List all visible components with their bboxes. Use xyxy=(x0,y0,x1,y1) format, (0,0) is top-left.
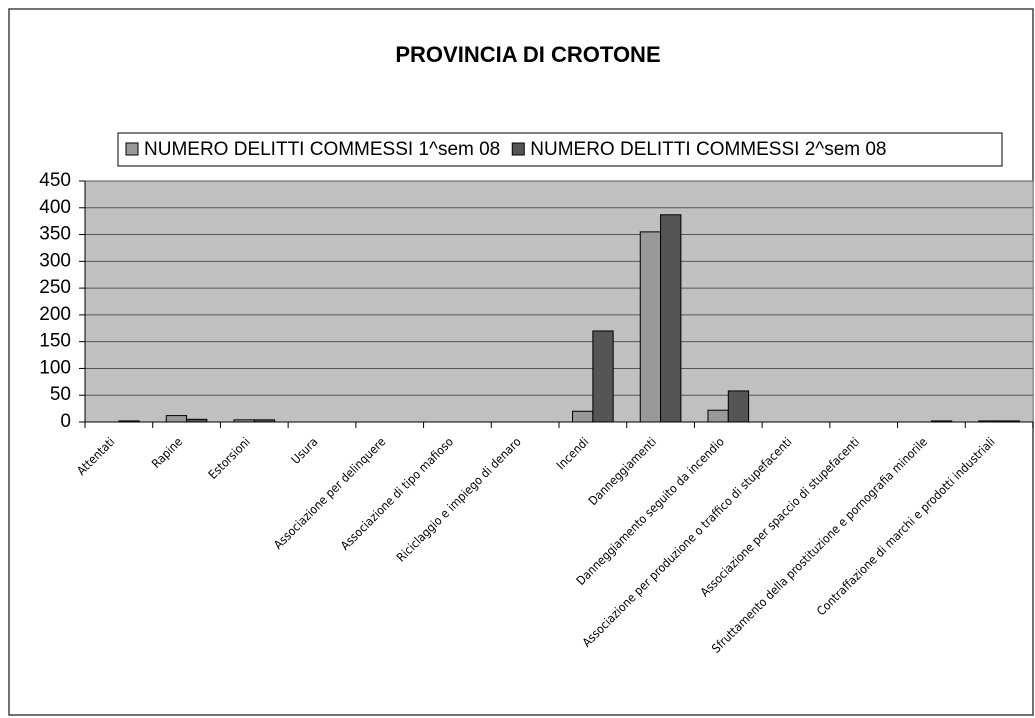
bar xyxy=(930,420,953,423)
legend: NUMERO DELITTI COMMESSI 1^sem 08 NUMERO D… xyxy=(125,139,887,160)
bar xyxy=(572,410,594,423)
plot-area xyxy=(84,180,1034,423)
legend-label: NUMERO DELITTI COMMESSI 1^sem 08 xyxy=(144,139,500,160)
bar xyxy=(233,419,255,423)
chart-title: PROVINCIA DI CROTONE xyxy=(395,42,660,67)
bar xyxy=(639,231,662,423)
y-tick-label: 50 xyxy=(50,384,71,405)
bar xyxy=(118,420,140,423)
bar xyxy=(998,420,1020,423)
legend-swatch xyxy=(125,142,139,156)
bar xyxy=(253,419,276,423)
bar xyxy=(707,409,729,423)
y-tick-label: 400 xyxy=(39,197,71,218)
legend-swatch xyxy=(511,142,525,156)
y-tick-label: 150 xyxy=(39,331,71,352)
bar xyxy=(660,214,682,423)
y-tick-label: 200 xyxy=(39,304,71,325)
y-tick-label: 100 xyxy=(39,357,71,378)
bar xyxy=(727,390,750,423)
y-tick-label: 250 xyxy=(39,277,71,298)
legend-label: NUMERO DELITTI COMMESSI 2^sem 08 xyxy=(530,139,886,160)
y-tick-label: 0 xyxy=(60,411,71,432)
y-tick-label: 450 xyxy=(39,170,71,191)
bar xyxy=(978,420,1000,423)
bar xyxy=(186,418,208,423)
y-tick-label: 350 xyxy=(39,224,71,245)
y-tick-label: 300 xyxy=(39,250,71,271)
legend-box xyxy=(117,132,1003,167)
bar xyxy=(165,415,188,423)
bar xyxy=(592,330,614,423)
